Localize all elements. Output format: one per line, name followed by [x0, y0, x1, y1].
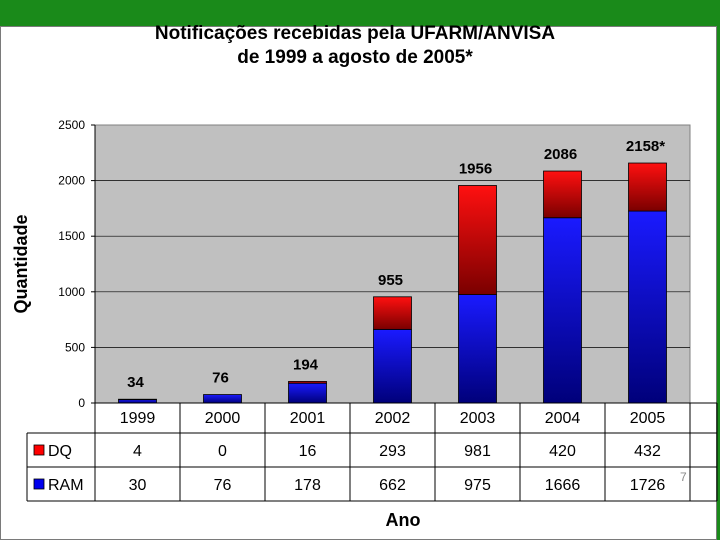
bar-dq-2001: [288, 381, 327, 384]
bar-dq-2005: [628, 162, 667, 212]
total-label-2003: 1956: [459, 160, 492, 177]
x-axis-label: Ano: [386, 510, 421, 530]
total-label-2004: 2086: [544, 146, 577, 163]
total-label-2002: 955: [378, 272, 403, 289]
y-tick-label: 2500: [58, 118, 85, 132]
bar-ram-2004: [543, 217, 582, 404]
category-label-2004: 2004: [545, 410, 581, 427]
category-label-1999: 1999: [120, 410, 156, 427]
table-cell-dq: 420: [549, 443, 576, 460]
bar-dq-2004: [543, 170, 582, 219]
table-cell-ram: 76: [214, 477, 232, 494]
total-label-2000: 76: [212, 370, 229, 387]
bars: [118, 162, 667, 404]
table-cell-dq: 432: [634, 443, 661, 460]
table-cell-dq: 981: [464, 443, 491, 460]
category-label-2005: 2005: [630, 410, 666, 427]
table-cell-dq: 16: [299, 443, 317, 460]
chart-title-line-2: de 1999 a agosto de 2005*: [237, 47, 473, 68]
background-strip: [717, 26, 720, 490]
y-axis-label: Quantidade: [11, 214, 31, 313]
table-cell-dq: 4: [133, 443, 142, 460]
table-cell-ram: 1726: [630, 477, 666, 494]
legend-label-ram: RAM: [48, 477, 84, 494]
y-axis-ticks: 0 500 1000 1500 2000 2500: [58, 118, 96, 410]
total-label-2001: 194: [293, 356, 319, 373]
category-label-2001: 2001: [290, 410, 326, 427]
bar-ram-1999: [118, 399, 157, 404]
legend-swatch-ram: [33, 478, 45, 490]
y-tick-label: 500: [65, 340, 85, 354]
bar-ram-2005: [628, 210, 667, 404]
total-label-1999: 34: [127, 374, 144, 391]
y-tick-label: 1000: [58, 285, 85, 299]
table-cell-ram: 30: [129, 477, 147, 494]
bar-ram-2000: [203, 394, 242, 404]
bar-ram-2001: [288, 382, 327, 404]
page-number: 7: [680, 470, 687, 484]
chart-title: Notificações recebidas pela UFARM/ANVISA…: [60, 22, 650, 70]
total-label-2005: 2158*: [626, 138, 665, 155]
category-label-2000: 2000: [205, 410, 241, 427]
y-tick-label: 1500: [58, 229, 85, 243]
table-cell-ram: 1666: [545, 477, 581, 494]
total-labels: 34 76 194 955 1956 2086 2158*: [127, 138, 665, 391]
y-tick-label: 0: [78, 396, 85, 410]
category-label-2002: 2002: [375, 410, 411, 427]
data-table: 1999 2000 2001 2002 2003 2004 2005 DQ 4 0 16 293 981…: [26, 402, 718, 502]
bar-ram-2003: [458, 294, 497, 404]
table-cell-dq: 293: [379, 443, 406, 460]
category-label-2003: 2003: [460, 410, 496, 427]
legend-swatch-dq: [33, 444, 45, 456]
legend-label-dq: DQ: [48, 443, 72, 460]
table-cell-dq: 0: [218, 443, 227, 460]
bar-ram-2002: [373, 328, 412, 404]
table-cell-ram: 662: [379, 477, 406, 494]
bar-dq-2003: [458, 185, 497, 295]
chart-title-line-1: Notificações recebidas pela UFARM/ANVISA: [154, 23, 556, 44]
table-cell-ram: 178: [294, 477, 321, 494]
table-cell-ram: 975: [464, 477, 491, 494]
bar-dq-2002: [373, 296, 412, 330]
y-tick-label: 2000: [58, 174, 85, 188]
